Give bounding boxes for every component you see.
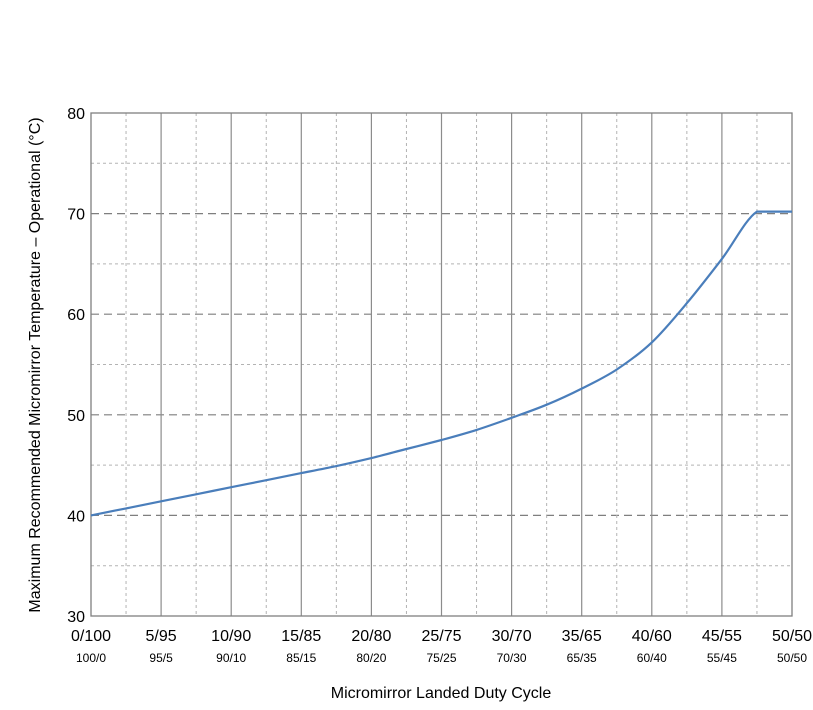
x-tick-label-secondary: 60/40 xyxy=(637,651,667,665)
x-axis-label: Micromirror Landed Duty Cycle xyxy=(331,685,552,702)
tick-labels: 30 40 50 60 70 80 0/100 100/0 5/95 95/5 10/90 90/10… xyxy=(67,106,812,665)
x-tick-label-secondary: 95/5 xyxy=(149,651,173,665)
x-tick-label-secondary: 85/15 xyxy=(286,651,316,665)
x-tick-label-secondary: 80/20 xyxy=(356,651,386,665)
y-tick-label: 30 xyxy=(67,609,85,626)
x-tick-label-primary: 30/70 xyxy=(492,628,532,645)
x-tick-label-secondary: 90/10 xyxy=(216,651,246,665)
y-tick-label: 80 xyxy=(67,106,85,123)
y-tick-label: 40 xyxy=(67,508,85,525)
x-tick-label-secondary: 55/45 xyxy=(707,651,737,665)
plot-frame xyxy=(90,112,793,617)
x-tick-label-primary: 25/75 xyxy=(421,628,461,645)
x-tick-label-secondary: 70/30 xyxy=(497,651,527,665)
x-tick-label-primary: 20/80 xyxy=(351,628,391,645)
x-tick-label-primary: 35/65 xyxy=(562,628,602,645)
x-tick-label-primary: 0/100 xyxy=(71,628,111,645)
x-tick-label-secondary: 65/35 xyxy=(567,651,597,665)
x-tick-label-primary: 45/55 xyxy=(702,628,742,645)
x-tick-label-secondary: 100/0 xyxy=(76,651,106,665)
y-tick-label: 50 xyxy=(67,408,85,425)
grid xyxy=(91,113,792,616)
y-axis-label: Maximum Recommended Micromirror Temperat… xyxy=(27,117,44,612)
x-tick-label-secondary: 50/50 xyxy=(777,651,807,665)
x-tick-label-primary: 5/95 xyxy=(146,628,177,645)
y-tick-label: 60 xyxy=(67,307,85,324)
series-group xyxy=(90,210,792,517)
series-line xyxy=(90,210,792,517)
x-tick-label-primary: 40/60 xyxy=(632,628,672,645)
x-tick-label-secondary: 75/25 xyxy=(426,651,456,665)
x-tick-label-primary: 15/85 xyxy=(281,628,321,645)
plot-border xyxy=(90,112,793,617)
y-tick-label: 70 xyxy=(67,207,85,224)
x-tick-label-primary: 50/50 xyxy=(772,628,812,645)
x-tick-label-primary: 10/90 xyxy=(211,628,251,645)
